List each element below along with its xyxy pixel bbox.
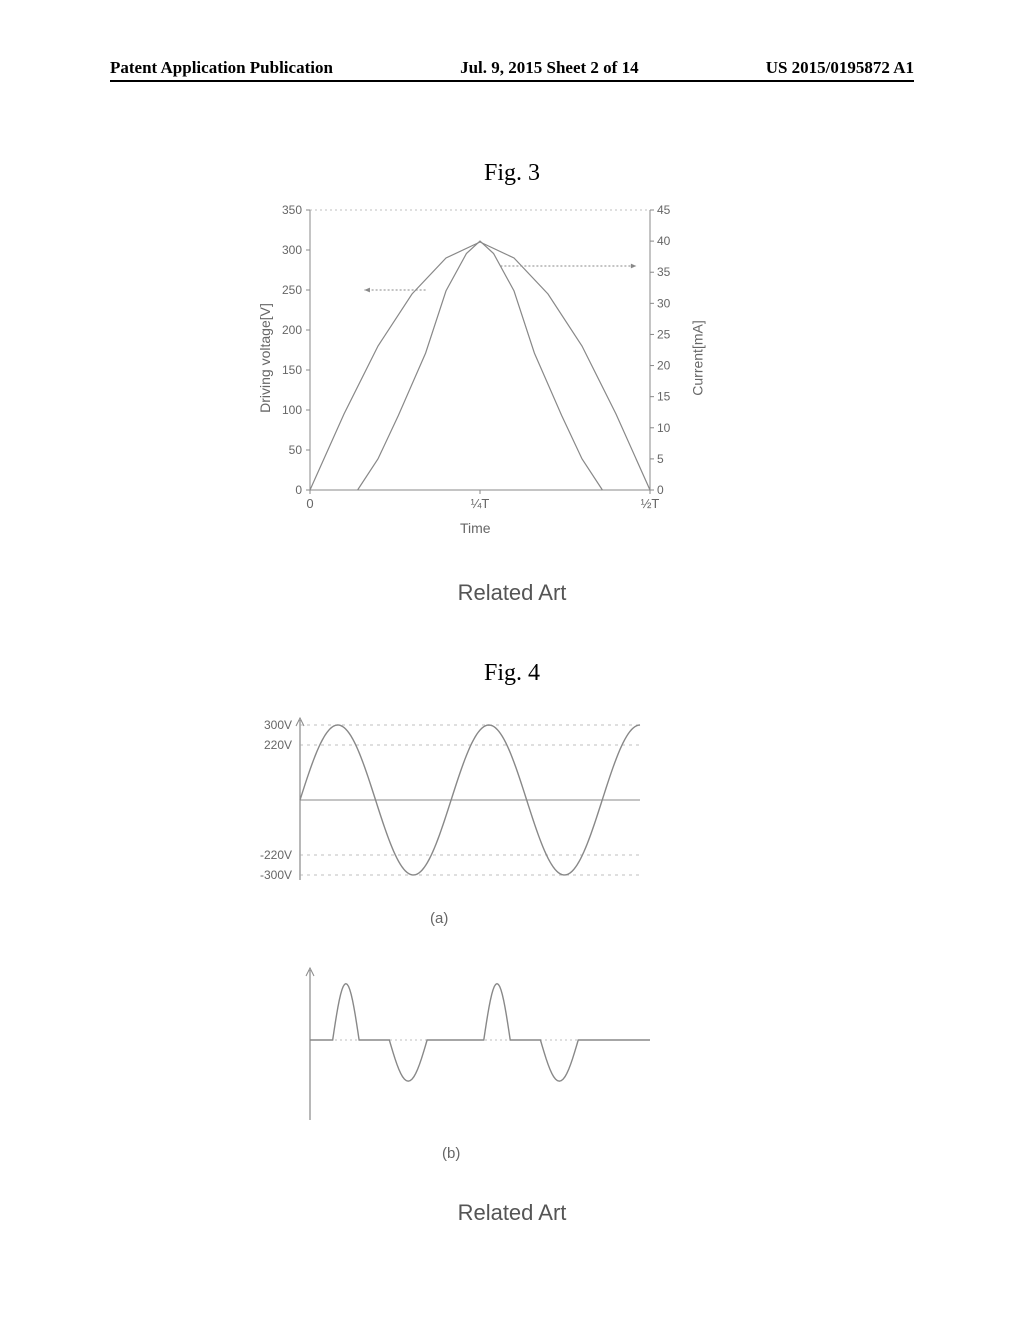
svg-text:0: 0 [295,483,302,497]
figure-3-related-art: Related Art [0,580,1024,606]
svg-text:¼T: ¼T [471,496,490,511]
figure-3-y-left-label: Driving voltage[V] [257,303,273,413]
page-header: Patent Application Publication Jul. 9, 2… [0,58,1024,78]
svg-text:35: 35 [657,265,671,279]
figure-4a-label: (a) [430,910,448,927]
svg-text:-300V: -300V [260,868,292,882]
svg-text:350: 350 [282,203,302,217]
figure-4-related-art: Related Art [0,1200,1024,1226]
svg-text:100: 100 [282,403,302,417]
svg-text:0: 0 [306,496,313,511]
svg-text:300: 300 [282,243,302,257]
figure-4a-svg: 300V 220V -220V -300V [230,710,650,890]
figure-4-label: Fig. 4 [0,660,1024,687]
svg-text:30: 30 [657,296,671,310]
svg-text:220V: 220V [264,738,292,752]
svg-text:50: 50 [289,443,303,457]
figure-4b-chart [280,960,660,1130]
figure-3-y-right-label: Current[mA] [690,320,706,395]
header-center: Jul. 9, 2015 Sheet 2 of 14 [460,58,639,78]
svg-text:300V: 300V [264,718,292,732]
svg-text:250: 250 [282,283,302,297]
figure-3-svg: 0 50 100 150 200 250 300 350 0 5 10 15 20 25 30 35 40 45… [250,200,710,530]
header-rule [110,80,914,82]
figure-3-label: Fig. 3 [0,160,1024,187]
svg-text:5: 5 [657,452,664,466]
figure-4b-svg [280,960,660,1130]
svg-text:200: 200 [282,323,302,337]
svg-text:-220V: -220V [260,848,292,862]
figure-4b-label: (b) [442,1145,460,1162]
svg-text:0: 0 [657,483,664,497]
svg-text:45: 45 [657,203,671,217]
header-left: Patent Application Publication [110,58,333,78]
svg-text:150: 150 [282,363,302,377]
svg-text:½T: ½T [641,496,660,511]
figure-3-x-label: Time [460,520,491,536]
figure-4a-chart: 300V 220V -220V -300V [230,710,650,890]
svg-text:40: 40 [657,234,671,248]
svg-text:25: 25 [657,327,671,341]
svg-text:15: 15 [657,390,671,404]
svg-text:20: 20 [657,359,671,373]
figure-3-chart: 0 50 100 150 200 250 300 350 0 5 10 15 20 25 30 35 40 45… [250,200,710,530]
svg-text:10: 10 [657,421,671,435]
header-right: US 2015/0195872 A1 [766,58,914,78]
